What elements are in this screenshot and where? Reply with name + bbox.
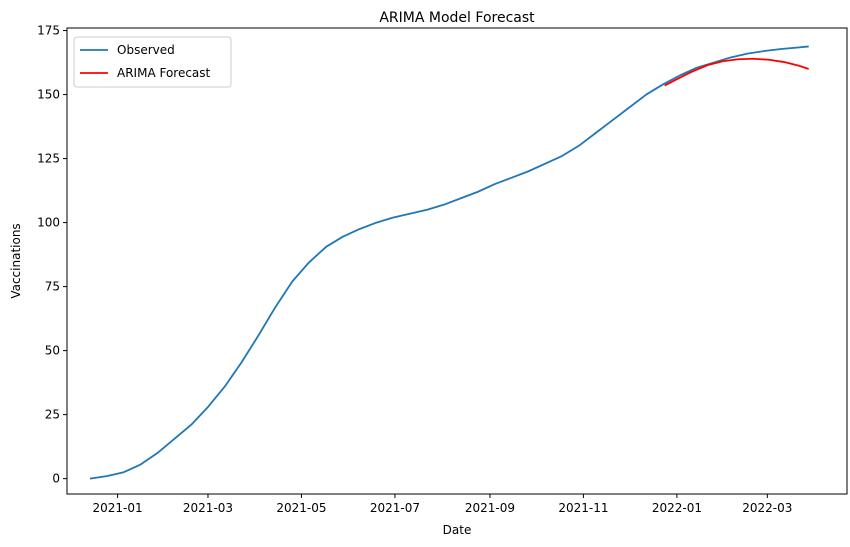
- chart-title: ARIMA Model Forecast: [379, 10, 535, 26]
- x-tick-label: 2021-07: [370, 501, 420, 515]
- y-tick-label: 175: [37, 24, 60, 38]
- y-tick-label: 50: [45, 344, 60, 358]
- series-lines: [89, 45, 809, 480]
- y-tick-label: 150: [37, 88, 60, 102]
- legend-label: ARIMA Forecast: [117, 66, 211, 80]
- y-axis-label: Vaccinations: [9, 223, 23, 298]
- x-tick-label: 2021-09: [465, 501, 515, 515]
- y-tick-label: 125: [37, 152, 60, 166]
- x-tick-label: 2021-03: [183, 501, 233, 515]
- legend-box: [73, 36, 232, 88]
- y-axis: 0 25 50 75 100 125 150 175: [37, 24, 67, 486]
- y-tick-label: 100: [37, 216, 60, 230]
- x-tick-label: 2021-11: [558, 501, 608, 515]
- y-tick-label: 25: [45, 408, 60, 422]
- plot-area: [66, 27, 848, 495]
- x-tick-label: 2022-03: [742, 501, 792, 515]
- y-tick-label: 75: [45, 280, 60, 294]
- x-axis-label: Date: [443, 523, 472, 537]
- series-line: [89, 45, 809, 480]
- x-axis: 2021-01 2021-03 2021-05 2021-07 2021-09 2021-…: [92, 494, 792, 515]
- legend-label: Observed: [117, 43, 175, 57]
- x-tick-label: 2022-01: [652, 501, 702, 515]
- y-tick-label: 0: [52, 472, 60, 486]
- x-tick-label: 2021-05: [276, 501, 326, 515]
- legend: Observed ARIMA Forecast: [73, 36, 232, 88]
- x-tick-label: 2021-01: [92, 501, 142, 515]
- series-line: [664, 57, 809, 87]
